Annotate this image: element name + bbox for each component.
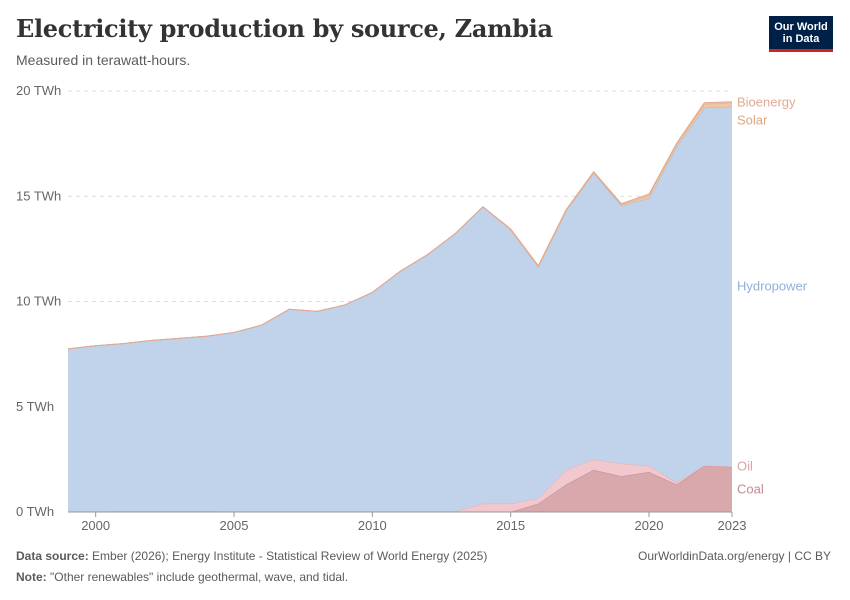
chart-title: Electricity production by source, Zambia — [16, 14, 553, 43]
x-tick-label: 2005 — [220, 518, 249, 533]
series-label-coal: Coal — [737, 481, 764, 496]
logo-line-2: in Data — [782, 33, 820, 45]
area-hydropower — [68, 106, 732, 512]
x-tick-label: 2023 — [718, 518, 747, 533]
y-tick-label: 15 TWh — [16, 188, 61, 203]
source-text[interactable]: Ember (2026); Energy Institute - Statist… — [92, 549, 488, 563]
x-tick-label: 2000 — [81, 518, 110, 533]
chart-subtitle: Measured in terawatt-hours. — [16, 52, 191, 68]
y-tick-label: 20 TWh — [16, 83, 61, 98]
credit-link[interactable]: OurWorldinData.org/energy | CC BY — [638, 549, 831, 563]
area-oil — [68, 459, 732, 512]
series-label-solar: Solar — [737, 112, 768, 127]
x-tick-label: 2010 — [358, 518, 387, 533]
logo-line-1: Our World — [774, 21, 828, 33]
note-text: "Other renewables" include geothermal, w… — [50, 570, 349, 584]
area-coal — [68, 465, 732, 512]
series-label-oil: Oil — [737, 459, 753, 474]
owid-logo[interactable]: Our World in Data — [769, 16, 833, 52]
data-source-line: Data source: Ember (2026); Energy Instit… — [16, 549, 487, 563]
x-tick-label: 2020 — [635, 518, 664, 533]
y-tick-label: 10 TWh — [16, 294, 61, 309]
source-label: Data source: — [16, 549, 89, 563]
y-tick-label: 0 TWh — [16, 504, 54, 519]
x-tick-label: 2015 — [496, 518, 525, 533]
line-bioenergy — [67, 101, 733, 350]
series-label-bioenergy: Bioenergy — [737, 94, 796, 109]
axes: 0 TWh 5 TWh 10 TWh 15 TWh 20 TWh 2000 2005 2010… — [16, 83, 746, 533]
series-areas — [67, 101, 733, 513]
series-labels: Bioenergy Solar Hydropower Oil Coal — [737, 94, 808, 496]
y-tick-label: 5 TWh — [16, 399, 54, 414]
note-line: Note: "Other renewables" include geother… — [16, 570, 348, 584]
note-label: Note: — [16, 570, 47, 584]
series-label-hydropower: Hydropower — [737, 279, 808, 294]
